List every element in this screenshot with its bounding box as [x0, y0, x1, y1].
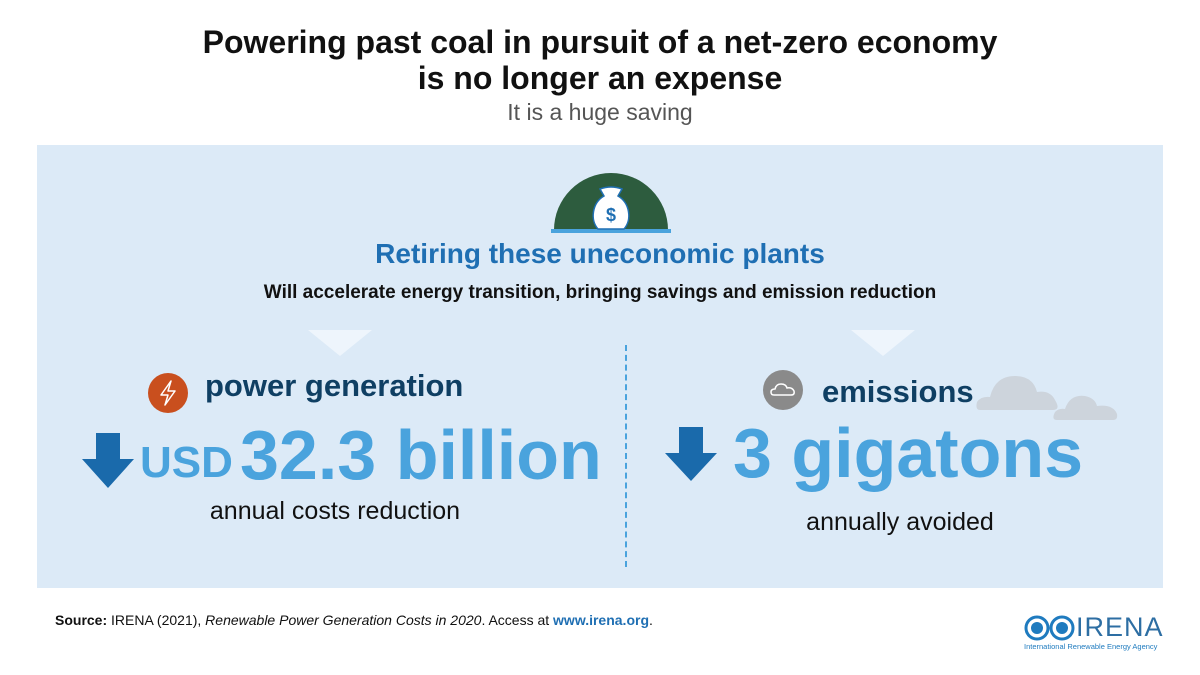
irena-link[interactable]: www.irena.org [553, 612, 649, 628]
power-generation-label: power generation [205, 368, 464, 403]
source-text: IRENA (2021), [107, 612, 206, 628]
down-arrow-icon [665, 427, 717, 481]
cost-reduction-value: 32.3 billion [240, 416, 602, 494]
divider [625, 345, 627, 567]
panel-subheading: Will accelerate energy transition, bring… [263, 282, 937, 303]
panel-heading: Retiring these uneconomic plants [375, 238, 825, 269]
subtitle: It is a huge saving [507, 99, 693, 125]
logo-name: IRENA [1076, 612, 1164, 642]
irena-logo: IRENA International Renewable Energy Age… [1024, 612, 1169, 651]
source-note: Source: IRENA (2021), Renewable Power Ge… [55, 612, 653, 628]
cost-caption: annual costs reduction [209, 497, 461, 525]
clouds-decoration-icon [976, 376, 1118, 420]
lightning-icon [148, 373, 188, 413]
pointer-triangle [851, 330, 915, 356]
title-line-2: is no longer an expense [417, 60, 783, 96]
money-bag-icon: $ [551, 173, 671, 233]
emissions-label: emissions [822, 374, 974, 409]
currency-label: USD [140, 438, 233, 487]
cloud-icon [763, 370, 803, 410]
title-line-1: Powering past coal in pursuit of a net-z… [202, 24, 998, 60]
source-end: . [649, 612, 653, 628]
pointer-triangle [308, 330, 372, 356]
emissions-value: 3 gigatons [733, 414, 1084, 492]
down-arrow-icon [82, 433, 134, 488]
globe-logo-icon [1024, 615, 1075, 640]
source-access: . Access at [481, 612, 554, 628]
emissions-caption: annually avoided [806, 508, 994, 536]
source-publication: Renewable Power Generation Costs in 2020 [205, 612, 482, 628]
svg-text:$: $ [606, 205, 616, 225]
logo-tagline: International Renewable Energy Agency [1024, 642, 1158, 651]
source-prefix: Source: [55, 612, 108, 628]
